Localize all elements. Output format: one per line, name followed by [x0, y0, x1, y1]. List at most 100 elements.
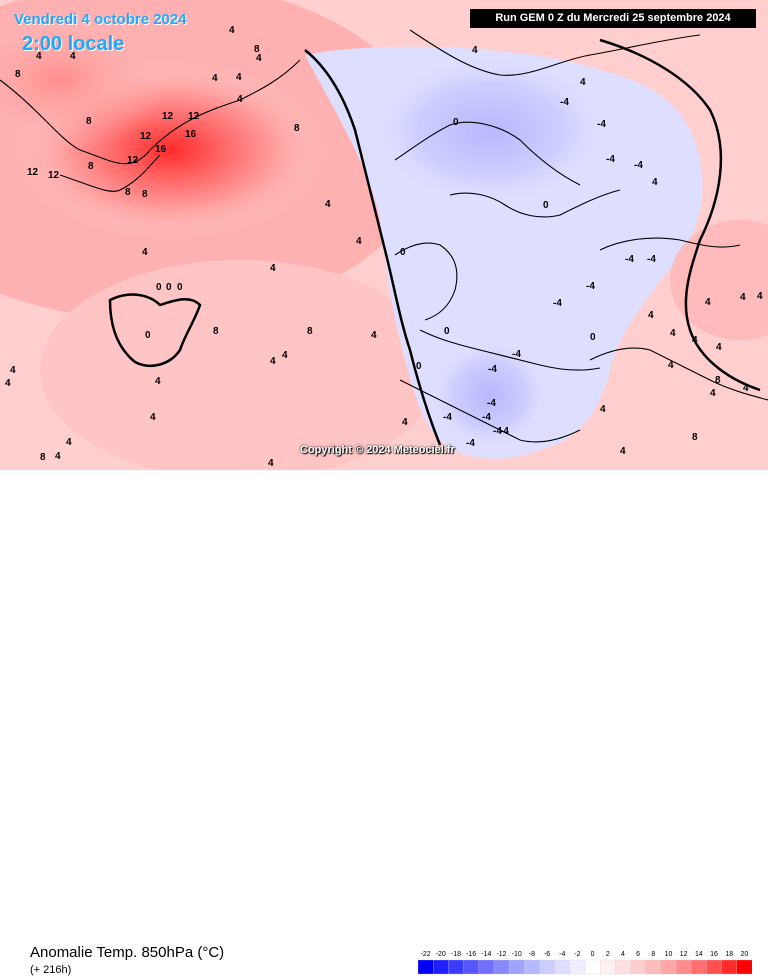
- anomaly-value-label: 0: [400, 247, 406, 258]
- anomaly-value-label: 4: [55, 451, 61, 462]
- anomaly-value-label: -4: [634, 160, 643, 171]
- coastlines: [0, 29, 768, 443]
- anomaly-value-label: 4: [743, 383, 749, 394]
- anomaly-value-label: 4: [740, 292, 746, 303]
- legend-tick-label: -2: [574, 951, 580, 958]
- anomaly-value-label: 12: [188, 111, 200, 122]
- anomaly-value-label: 0: [166, 282, 172, 293]
- legend-tick-label: -22: [421, 951, 431, 958]
- anomaly-value-label: 4: [600, 404, 606, 415]
- legend-swatch: [448, 959, 464, 975]
- anomaly-value-label: -4: [466, 438, 475, 449]
- legend-tick-label: -4: [559, 951, 565, 958]
- anomaly-value-label: 8: [307, 326, 313, 337]
- anomaly-value-label: 4: [142, 247, 148, 258]
- anomaly-value-label: -4: [586, 281, 595, 292]
- legend-tick-label: 10: [665, 951, 673, 958]
- greenland-south-coast: [59, 154, 161, 192]
- anomaly-value-label: 4: [150, 412, 156, 423]
- variable-title: Anomalie Temp. 850hPa (°C): [30, 944, 225, 961]
- legend-swatch: [615, 959, 631, 975]
- anomaly-value-label: 4: [212, 73, 218, 84]
- anomaly-value-label: 8: [125, 187, 131, 198]
- anomaly-value-label: 4: [66, 437, 72, 448]
- anomaly-value-label: 8: [40, 452, 46, 463]
- anomaly-value-label: 8: [142, 189, 148, 200]
- anomaly-value-label: 0: [416, 361, 422, 372]
- anomaly-value-label: -4: [625, 254, 634, 265]
- anomaly-value-label: -4: [553, 298, 562, 309]
- anomaly-value-label: 4: [716, 342, 722, 353]
- cold-anomaly-south: [430, 340, 550, 450]
- legend-swatch: [721, 959, 738, 975]
- legend-tick-label: 6: [636, 951, 640, 958]
- anomaly-value-label: 4: [282, 350, 288, 361]
- legend-tick-label: 18: [725, 951, 733, 958]
- iberia-coast: [399, 379, 581, 443]
- anomaly-value-label: 12: [48, 170, 60, 181]
- legend-swatch: [706, 959, 723, 975]
- legend-tick-label: 16: [710, 951, 718, 958]
- anomaly-value-label: -4: [482, 412, 491, 423]
- scandinavia-coast: [394, 121, 581, 186]
- legend-tick-label: -12: [496, 951, 506, 958]
- anomaly-value-label: 4: [5, 378, 11, 389]
- anomaly-value-label: 4: [652, 177, 658, 188]
- forecast-range: (+ 216h): [30, 964, 72, 976]
- anomaly-value-label: 4: [70, 51, 76, 62]
- legend-swatch: [554, 959, 571, 975]
- anomaly-value-label: 12: [162, 111, 174, 122]
- anomaly-value-label: -4: [647, 254, 656, 265]
- mediterranean-coast: [589, 347, 768, 401]
- anomaly-value-label: -4: [597, 119, 606, 130]
- anomaly-value-label: 12: [127, 155, 139, 166]
- legend-swatch: [524, 959, 540, 975]
- legend-tick-label: 20: [741, 951, 749, 958]
- anomaly-value-label: -4: [606, 154, 615, 165]
- legend-swatch: [600, 959, 616, 975]
- anomaly-value-label: -4: [488, 364, 497, 375]
- legend-tick-label: 0: [591, 951, 595, 958]
- anomaly-value-label: 4: [229, 25, 235, 36]
- france-coast: [419, 329, 601, 371]
- anomaly-value-label: 16: [155, 144, 167, 155]
- legend-swatch: [630, 959, 647, 975]
- anomaly-value-label: 0: [145, 330, 151, 341]
- anomaly-value-label: 4: [155, 376, 161, 387]
- anomaly-value-label: -4: [500, 426, 509, 437]
- anomaly-value-label: 4: [270, 356, 276, 367]
- legend-tick-label: -14: [481, 951, 491, 958]
- warm-anomaly-north: [0, 10, 170, 150]
- anomaly-value-label: 4: [256, 53, 262, 64]
- legend-tick-label: -10: [512, 951, 522, 958]
- legend-swatch: [584, 959, 601, 975]
- anomaly-value-label: 4: [270, 263, 276, 274]
- legend-swatch: [478, 959, 495, 975]
- anomaly-value-label: 0: [590, 332, 596, 343]
- anomaly-value-label: 12: [27, 167, 39, 178]
- anomaly-value-label: 0: [177, 282, 183, 293]
- anomaly-value-label: 8: [254, 44, 260, 55]
- anomaly-value-label: -4: [487, 398, 496, 409]
- warm-anomaly-east: [670, 220, 768, 340]
- color-scale-legend: -22 -20 -18 -16 -14 -12 -10 -8 -6 -4 -2 0 2 4 6 8 10 12 14…: [418, 951, 752, 975]
- legend-swatch: [493, 959, 510, 975]
- forecast-local-time: 2:00 locale: [22, 33, 125, 55]
- anomaly-value-label: 8: [213, 326, 219, 337]
- anomaly-value-label: 8: [15, 69, 21, 80]
- anomaly-value-label: 8: [86, 116, 92, 127]
- anomaly-value-label: -4: [493, 426, 502, 437]
- anomaly-value-label: 4: [36, 51, 42, 62]
- zero-anomaly-contour-east: [599, 38, 761, 392]
- legend-tick-label: 12: [680, 951, 688, 958]
- cold-anomaly-core: [370, 55, 610, 205]
- legend-swatch: [660, 959, 677, 975]
- anomaly-value-label: 4: [692, 335, 698, 346]
- anomaly-value-label: 4: [402, 417, 408, 428]
- greenland-coast: [0, 59, 301, 165]
- anomaly-value-label: 4: [580, 77, 586, 88]
- anomaly-value-label: 0: [444, 326, 450, 337]
- legend-tick-label: 14: [695, 951, 703, 958]
